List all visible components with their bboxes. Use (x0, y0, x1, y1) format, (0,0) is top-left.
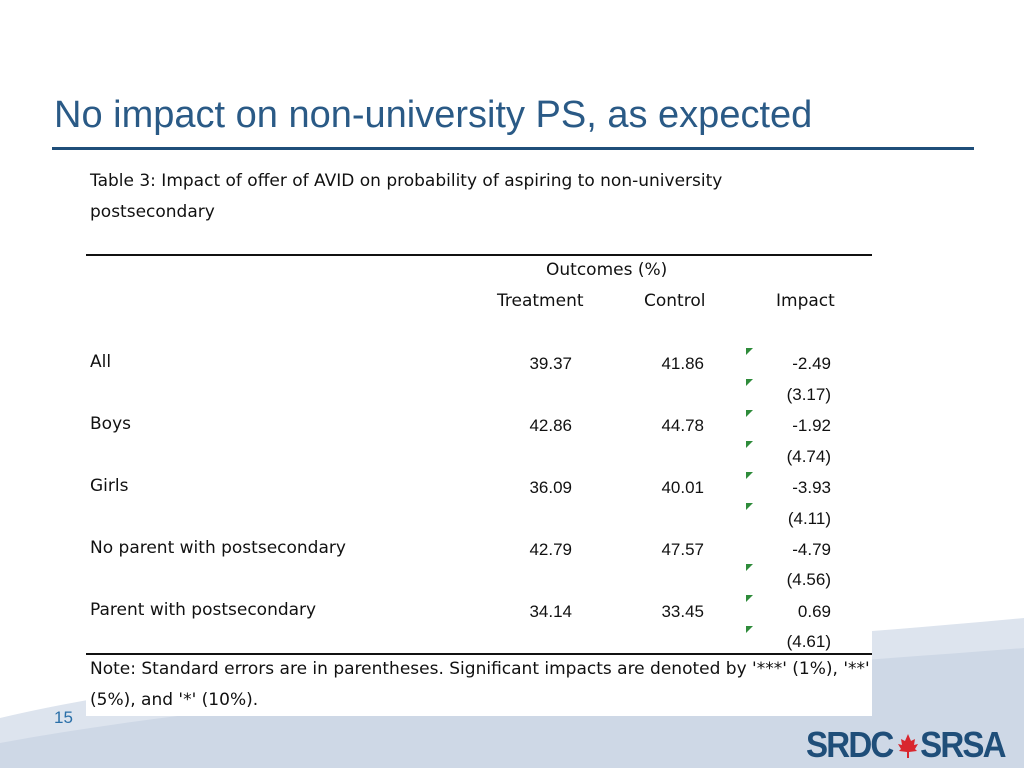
standard-error: (4.11) (787, 509, 831, 528)
treatment-value: 34.14 (529, 602, 572, 621)
standard-error: (4.56) (786, 570, 831, 589)
control-value: 40.01 (661, 478, 704, 497)
table-row-label: Girls (90, 476, 129, 496)
title-divider (52, 147, 974, 150)
table-bottom-rule (86, 653, 872, 655)
table-top-rule (86, 254, 872, 256)
control-value: 44.78 (661, 416, 704, 435)
cell-flag-icon (746, 595, 753, 602)
impact-table: Table 3: Impact of offer of AVID on prob… (86, 160, 872, 716)
treatment-value: 36.09 (529, 478, 572, 497)
control-value: 41.86 (661, 354, 704, 373)
cell-flag-icon (746, 441, 753, 448)
svg-text:SRDC: SRDC (806, 726, 894, 764)
impact-value: -1.92 (792, 416, 831, 435)
table-caption: Table 3: Impact of offer of AVID on prob… (90, 171, 723, 222)
control-value: 33.45 (661, 602, 704, 621)
standard-error: (4.74) (786, 447, 831, 466)
srdc-srsa-logo: SRDC SRSA (806, 726, 1008, 764)
treatment-value: 39.37 (529, 354, 572, 373)
cell-flag-icon (746, 379, 753, 386)
treatment-value: 42.86 (529, 416, 572, 435)
treatment-value: 42.79 (529, 540, 572, 559)
impact-value: -3.93 (792, 478, 831, 497)
table-row-label: Parent with postsecondary (90, 600, 317, 620)
control-value: 47.57 (661, 540, 704, 559)
cell-flag-icon (746, 410, 753, 417)
impact-value: -4.79 (792, 540, 831, 559)
standard-error: (3.17) (786, 385, 831, 404)
impact-value: 0.69 (797, 602, 831, 621)
cell-flag-icon (746, 503, 753, 510)
table-row-label: All (90, 352, 112, 372)
standard-error: (4.61) (786, 632, 831, 651)
table-row-label: Boys (90, 414, 131, 434)
column-header-control: Control (644, 291, 706, 311)
cell-flag-icon (746, 348, 753, 355)
cell-flag-icon (746, 564, 753, 571)
svg-text:SRSA: SRSA (920, 726, 1006, 764)
outcomes-group-header: Outcomes (%) (546, 260, 668, 280)
column-header-impact: Impact (776, 291, 835, 311)
impact-value: -2.49 (792, 354, 831, 373)
slide-title: No impact on non-university PS, as expec… (54, 94, 813, 136)
column-header-treatment: Treatment (497, 291, 584, 311)
slide-number: 15 (54, 708, 73, 727)
cell-flag-icon (746, 472, 753, 479)
table-note: Note: Standard errors are in parentheses… (90, 659, 870, 710)
cell-flag-icon (746, 626, 753, 633)
table-row-label: No parent with postsecondary (90, 538, 346, 558)
